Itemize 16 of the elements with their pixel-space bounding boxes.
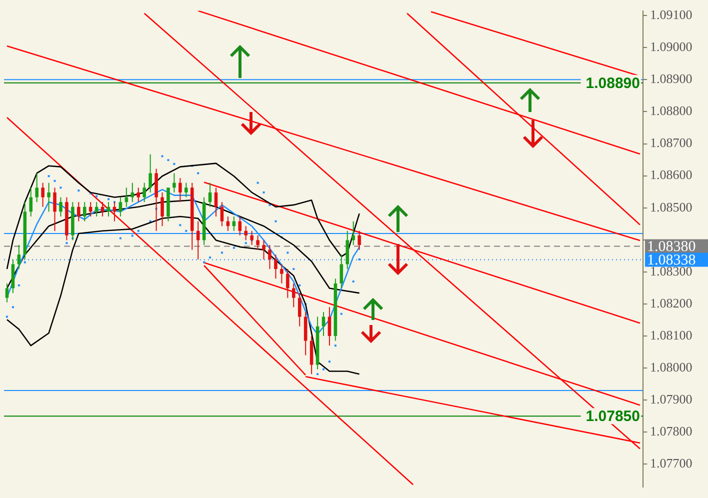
ref-line-label: 1.07850 — [586, 408, 640, 426]
y-tick-label: 1.08700 — [650, 135, 692, 150]
y-tick-label: 1.08200 — [650, 295, 692, 310]
y-tick-label: 1.08600 — [650, 167, 692, 182]
y-tick-label: 1.07900 — [650, 391, 692, 406]
y-tick-label: 1.09100 — [650, 7, 692, 22]
y-tick-label: 1.08900 — [650, 71, 692, 86]
ref-line-label: 1.08890 — [586, 75, 640, 92]
y-tick-label: 1.08000 — [650, 359, 692, 374]
y-tick-label: 1.07800 — [650, 424, 692, 439]
y-tick-label: 1.08100 — [650, 327, 692, 342]
y-tick-label: 1.08800 — [650, 103, 692, 118]
y-tick-label: 1.09000 — [650, 39, 692, 54]
ref-line-label: 1.08380 — [647, 239, 696, 256]
y-tick-label: 1.08500 — [650, 199, 692, 214]
y-tick-label: 1.07700 — [650, 456, 692, 471]
